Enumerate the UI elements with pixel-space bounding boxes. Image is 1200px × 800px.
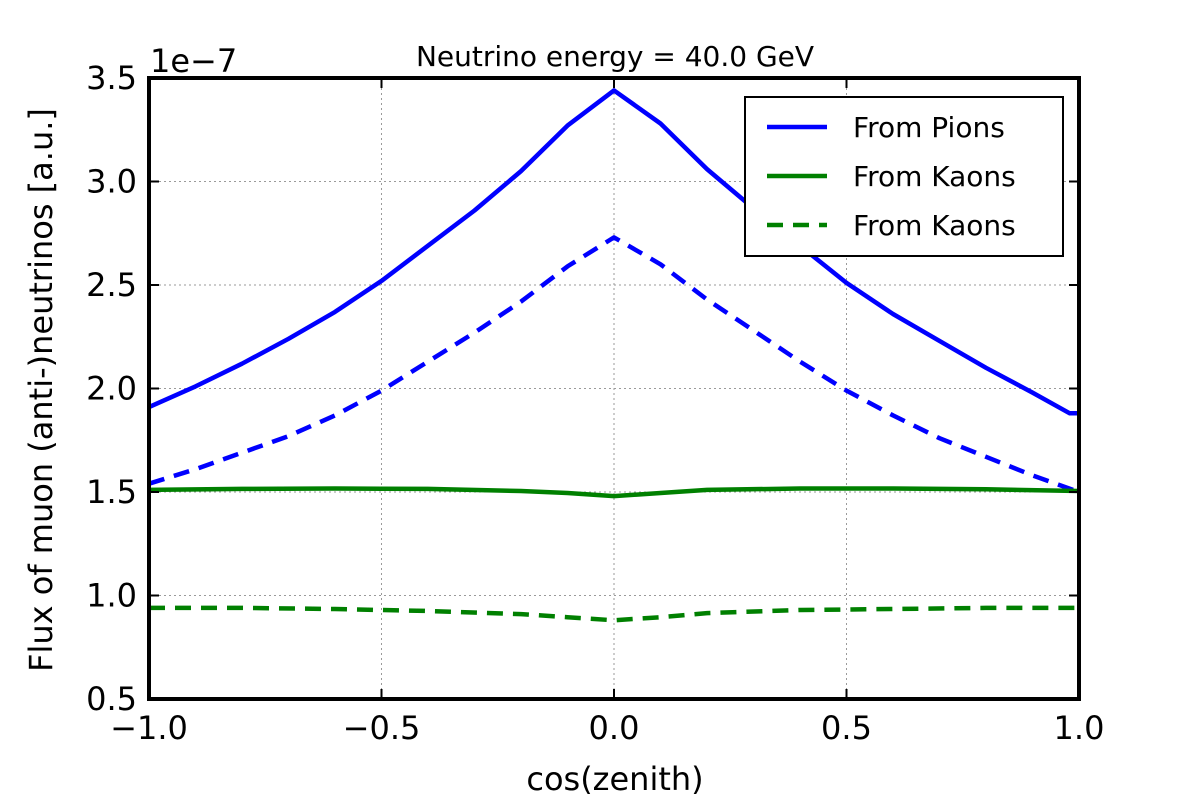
- series-line-0: [148, 88, 1079, 416]
- series-line-2: [148, 486, 1080, 499]
- x-tick-label: 0.5: [821, 709, 872, 747]
- x-tick-label: 0.0: [589, 709, 640, 747]
- legend-entry-label: From Pions: [853, 111, 1005, 144]
- y-axis-label: Flux of muon (anti-)neutrinos [a.u.]: [22, 108, 60, 672]
- legend-entry-label: From Kaons: [853, 209, 1016, 242]
- chart-title: Neutrino energy = 40.0 GeV: [416, 40, 814, 73]
- legend-entry-label: From Kaons: [853, 160, 1016, 193]
- plot-frame: [147, 76, 1081, 701]
- y-tick-label: 3.5: [86, 59, 137, 97]
- y-tick-label: 2.0: [86, 370, 137, 408]
- y-offset-label: 1e−7: [150, 42, 237, 80]
- axis-ticks: −1.0 −0.5 0.0 0.5 1.0 0.5 1.0 1.5 2.0 2.5 3.0 3.5: [86, 59, 1104, 747]
- y-tick-label: 3.0: [86, 163, 137, 201]
- y-tick-label: 1.5: [86, 473, 137, 511]
- series-lines: [148, 88, 1080, 623]
- y-tick-label: 1.0: [86, 577, 137, 615]
- series-line-3: [149, 605, 1079, 623]
- y-tick-label: 2.5: [86, 266, 137, 304]
- series-line-1: [148, 235, 1080, 495]
- x-tick-label: 1.0: [1054, 709, 1105, 747]
- x-tick-label: −0.5: [343, 709, 421, 747]
- legend: From Pions From Kaons From Kaons: [744, 96, 1064, 257]
- x-axis-label: cos(zenith): [526, 760, 703, 798]
- x-tick-label: −1.0: [110, 709, 188, 747]
- y-tick-label: 0.5: [86, 680, 137, 718]
